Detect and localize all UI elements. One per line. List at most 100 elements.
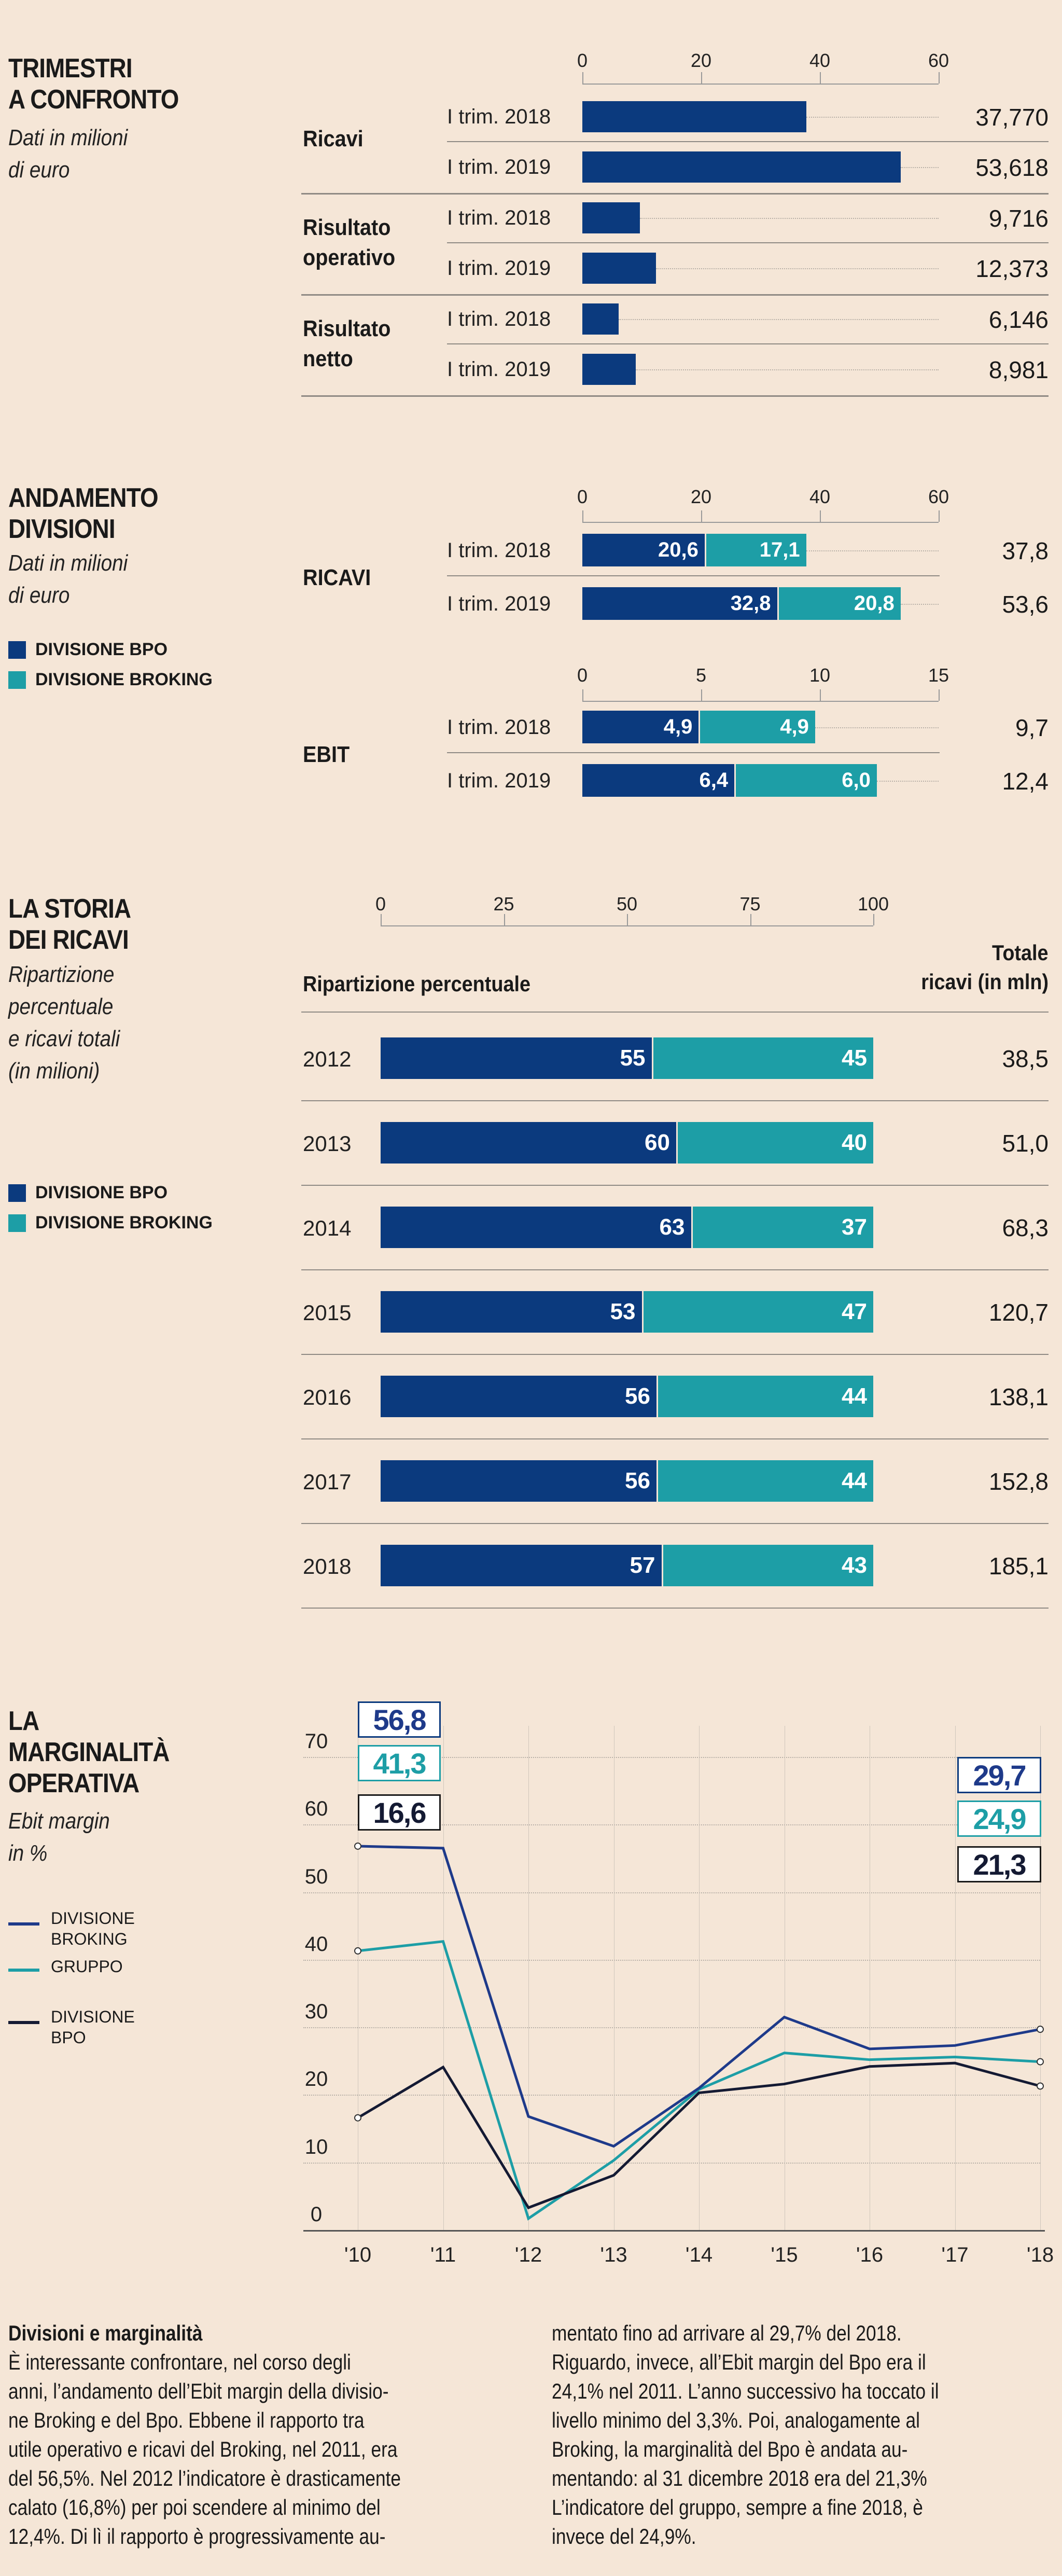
axis-tick	[701, 510, 702, 522]
total-label: 38,5	[1002, 1045, 1049, 1072]
x-gridline	[1040, 1726, 1041, 2230]
legend-label: DIVISIONE BROKING	[35, 1213, 213, 1232]
bar-segment-broking: 4,9	[700, 711, 815, 743]
total-header: Totale	[992, 940, 1049, 965]
legend-label: DIVISIONE BPO	[35, 1183, 168, 1202]
legend-item: DIVISIONE BROKING	[8, 1213, 213, 1233]
article-line: anni, l’andamento dell’Ebit margin della…	[8, 2379, 389, 2403]
axis-tick	[701, 72, 702, 84]
y-tick-label: 60	[304, 1797, 328, 1821]
bar-segment-bpo: 32,8	[582, 587, 777, 620]
row-label: I trim. 2018	[447, 716, 551, 739]
article-line: mentando: al 31 dicembre 2018 era del 21…	[552, 2466, 927, 2490]
axis-tick	[939, 510, 940, 522]
bar	[582, 202, 640, 233]
bar	[582, 303, 619, 335]
year-label: 2017	[303, 1470, 352, 1494]
bar	[582, 354, 636, 385]
section-subtitle: di euro	[8, 583, 70, 608]
axis-tick	[582, 510, 583, 522]
section-subtitle: e ricavi totali	[8, 1026, 120, 1051]
series-line-bpo	[357, 2061, 1041, 2210]
series-line-broking	[357, 1845, 1041, 2148]
axis-tick-label: 20	[690, 50, 712, 71]
value-label: 9,716	[988, 205, 1049, 232]
group-label: RICAVI	[303, 565, 371, 590]
row-label: I trim. 2019	[447, 156, 551, 178]
section-title: LA STORIA	[8, 894, 131, 924]
legend-label: DIVISIONE	[51, 2007, 135, 2026]
section-subtitle: Ebit margin	[8, 1808, 110, 1834]
article-line: invece del 24,9%.	[552, 2524, 696, 2549]
year-label: 2014	[303, 1216, 352, 1240]
article-line: del 56,5%. Nel 2012 l’indicatore è drast…	[8, 2466, 401, 2490]
row-separator	[301, 1354, 1049, 1355]
value-label: 8,981	[988, 356, 1049, 383]
column-header: Ripartizione percentuale	[303, 972, 531, 996]
row-separator	[447, 242, 1049, 243]
leader-line	[640, 218, 939, 219]
axis-tick-label: 40	[809, 486, 831, 507]
start-value-box: 16,6	[358, 1794, 441, 1831]
total-label: 120,7	[988, 1299, 1049, 1326]
legend-line	[8, 1922, 39, 1926]
x-gridline	[699, 1726, 700, 2230]
bar-segment-broking: 44	[658, 1460, 873, 1502]
y-tick-label: 30	[304, 2000, 328, 2024]
group-separator	[301, 395, 1049, 397]
section-title: ANDAMENTO	[8, 483, 159, 513]
total-label: 37,8	[1002, 537, 1049, 564]
row-label: I trim. 2018	[447, 539, 551, 562]
y-tick-label: 40	[304, 1932, 328, 1956]
axis-tick-label: 20	[690, 486, 712, 507]
row-separator	[301, 1523, 1049, 1524]
axis-tick	[750, 914, 751, 925]
axis-line	[582, 522, 939, 523]
total-header: ricavi (in mln)	[921, 970, 1049, 994]
article-line: L’indicatore del gruppo, sempre a fine 2…	[552, 2495, 923, 2519]
bar-segment-broking: 43	[663, 1545, 873, 1586]
group-label: Risultato	[303, 215, 391, 240]
gridline	[303, 2027, 1040, 2029]
group-label: netto	[303, 346, 353, 371]
article-line: Riguardo, invece, all’Ebit margin del Bp…	[552, 2350, 926, 2374]
start-value-box: 56,8	[358, 1701, 441, 1738]
gridline	[303, 2095, 1040, 2096]
bar-segment-bpo: 57	[381, 1545, 662, 1586]
axis-tick	[939, 72, 940, 84]
legend-swatch	[8, 641, 26, 659]
group-label: operativo	[303, 245, 396, 270]
article-line: È interessante confrontare, nel corso de…	[8, 2350, 351, 2374]
legend-item: DIVISIONE BPO	[8, 640, 167, 660]
row-label: I trim. 2019	[447, 769, 551, 792]
leader-line	[655, 268, 939, 269]
legend-swatch	[8, 671, 26, 689]
x-axis-line	[303, 2230, 1045, 2232]
article-line: Broking, la marginalità del Bpo è andata…	[552, 2437, 908, 2461]
bar	[582, 253, 656, 284]
article-line: utile operativo e ricavi del Broking, ne…	[8, 2437, 398, 2461]
group-label: Ricavi	[303, 126, 364, 151]
bar-segment-bpo: 20,6	[582, 534, 705, 566]
bar-segment-broking: 47	[643, 1291, 873, 1333]
axis-tick-label: 60	[928, 50, 949, 71]
y-tick-label: 0	[310, 2203, 323, 2226]
axis-tick-label: 10	[809, 664, 831, 686]
section-subtitle: (in milioni)	[8, 1058, 100, 1084]
leader-line	[900, 604, 939, 605]
group-label: EBIT	[303, 742, 350, 767]
row-separator	[301, 1438, 1049, 1439]
series-line-gruppo	[357, 1940, 1041, 2221]
gridline	[303, 1959, 1040, 1961]
axis-tick	[504, 914, 505, 925]
y-tick-label: 50	[304, 1865, 328, 1888]
bar-segment-bpo: 56	[381, 1460, 656, 1502]
group-separator	[301, 294, 1049, 296]
endpoint-marker	[1037, 2082, 1044, 2090]
bar	[582, 151, 901, 183]
section-subtitle: in %	[8, 1840, 48, 1866]
section-subtitle: percentuale	[8, 994, 114, 1019]
section-title: OPERATIVA	[8, 1768, 139, 1798]
year-label: 2012	[303, 1047, 352, 1071]
